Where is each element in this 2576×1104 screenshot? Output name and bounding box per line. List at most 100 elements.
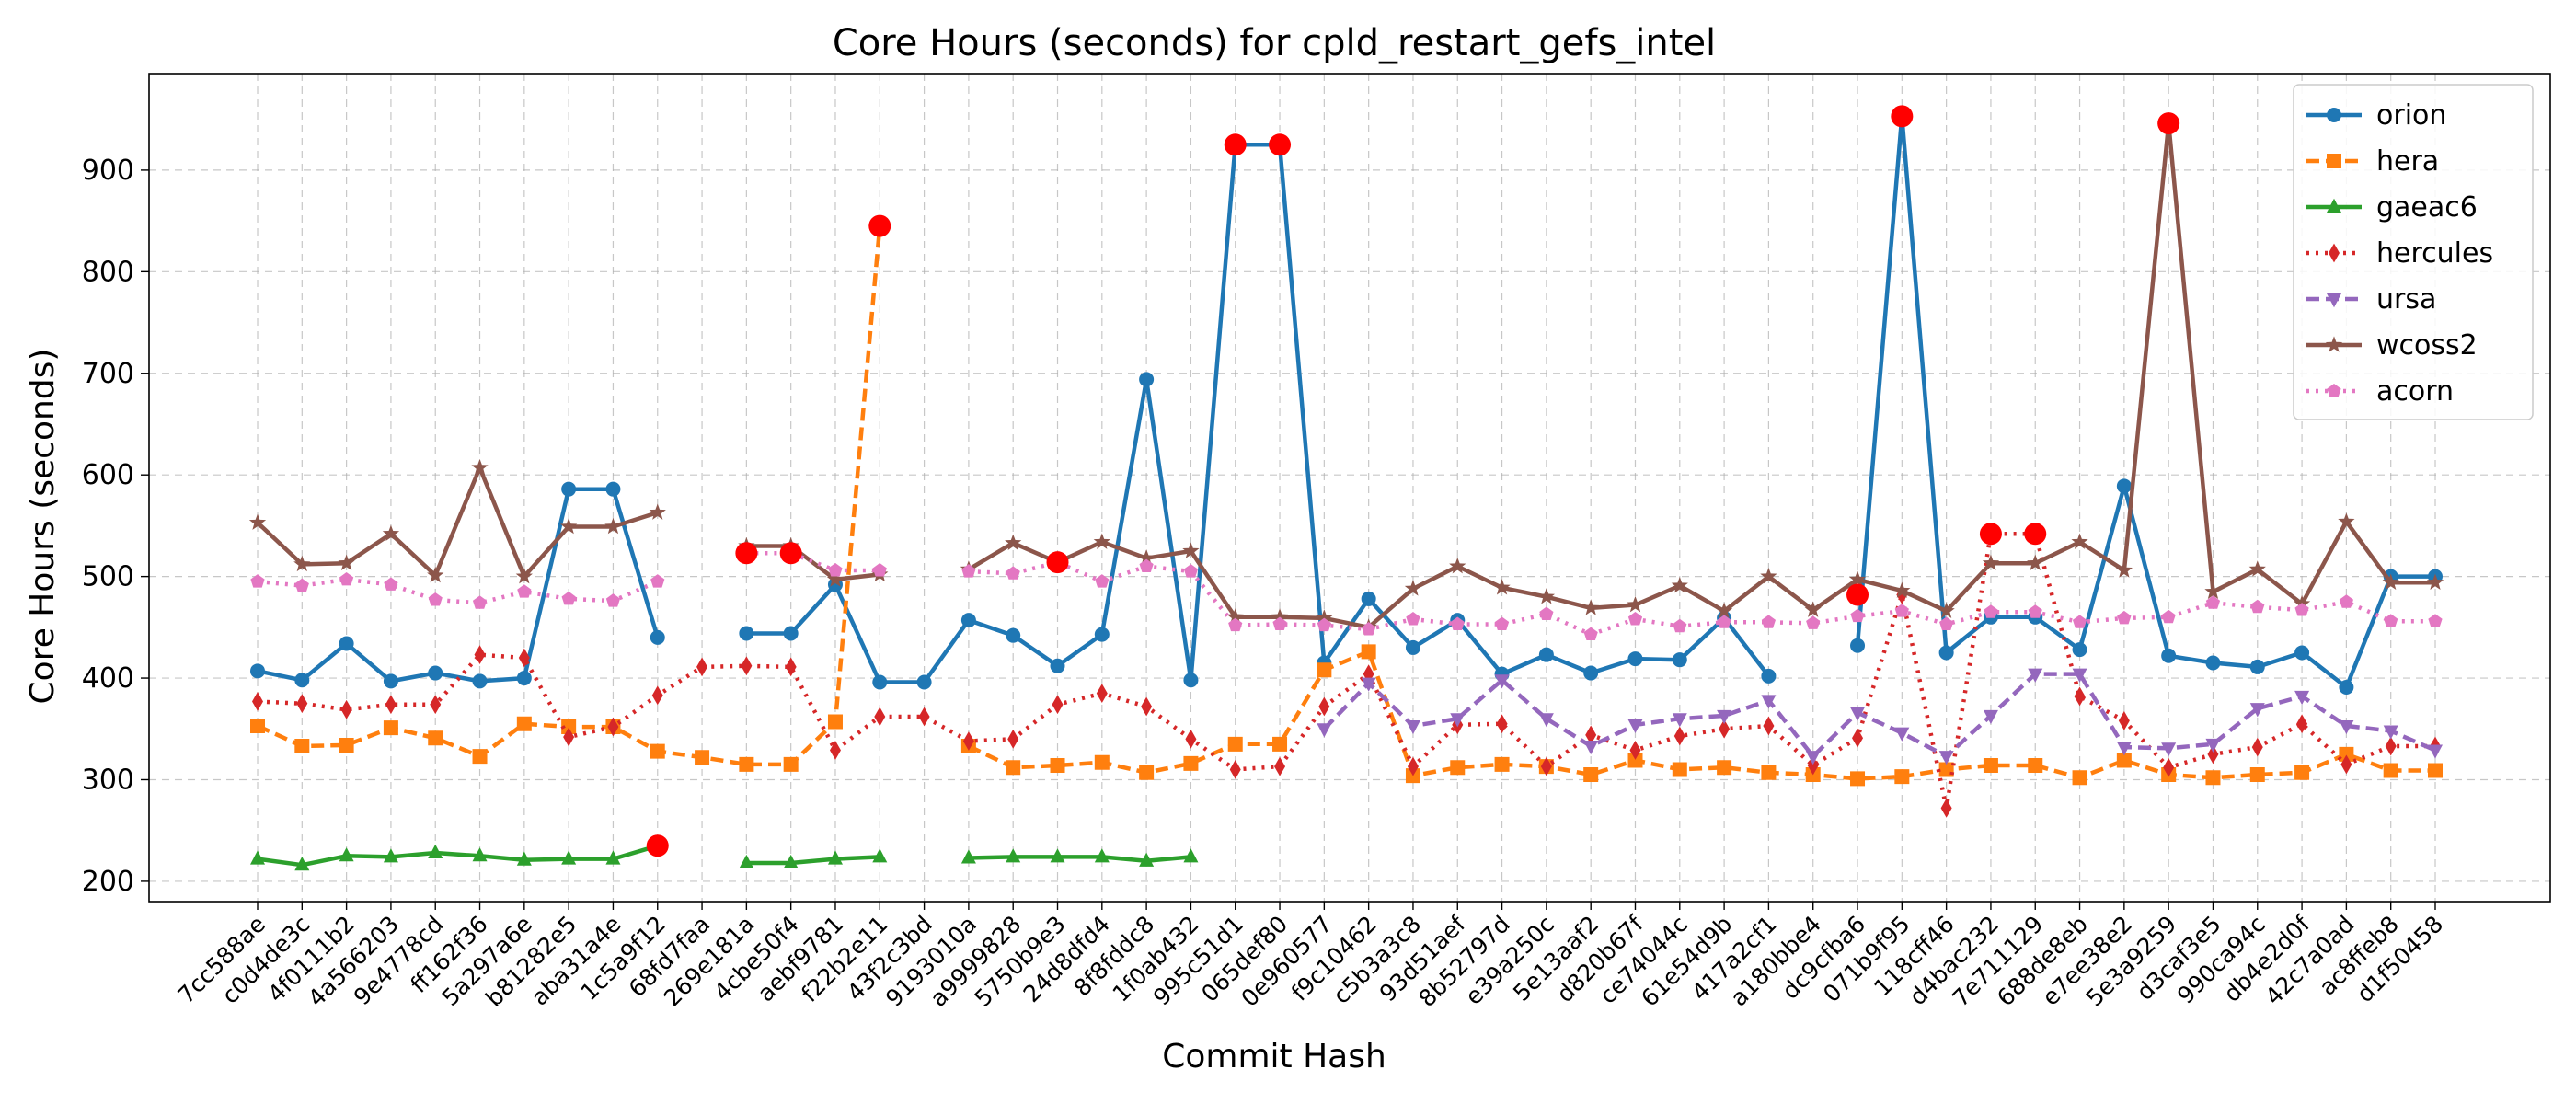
data-point-hercules (1585, 725, 1597, 745)
data-point-orion (1850, 638, 1866, 653)
data-point-wcoss2 (1938, 602, 1955, 618)
data-point-wcoss2 (1982, 554, 2000, 571)
data-point-acorn (1850, 608, 1865, 623)
data-point-hera (1183, 755, 1199, 771)
data-point-ursa (1450, 713, 1466, 728)
series-lines (248, 109, 2444, 871)
data-point-acorn (1406, 612, 1420, 626)
data-point-hera (2116, 753, 2132, 768)
data-point-orion (1050, 658, 1065, 673)
highlight-point (735, 542, 758, 565)
data-point-hera (383, 720, 398, 736)
data-point-ursa (1672, 713, 1687, 728)
data-point-hercules (2118, 711, 2130, 730)
data-point-hercules (741, 656, 753, 676)
data-point-ursa (2161, 742, 2177, 757)
data-point-hera (827, 714, 843, 730)
data-point-acorn (1806, 615, 1821, 629)
series-line-orion (1855, 114, 2435, 690)
data-point-hera (695, 750, 710, 765)
data-point-acorn (605, 593, 621, 607)
data-point-hercules (962, 731, 974, 751)
data-point-hercules (385, 695, 397, 715)
data-point-orion (1672, 652, 1687, 668)
data-point-acorn (2250, 599, 2265, 614)
chart-title: Core Hours (seconds) for cpld_restart_ge… (833, 22, 1716, 64)
data-point-acorn (1272, 616, 1287, 630)
data-point-wcoss2 (2426, 573, 2444, 591)
data-point-gaeac6 (739, 854, 754, 869)
data-point-ursa (2116, 742, 2132, 756)
data-point-orion (2249, 659, 2265, 674)
data-point-ursa (1538, 713, 1554, 728)
data-point-hera (1050, 758, 1065, 774)
data-point-hera (339, 737, 354, 753)
data-point-acorn (650, 574, 665, 588)
data-point-hercules (2074, 686, 2086, 707)
data-point-hercules (563, 727, 575, 747)
data-point-orion (472, 673, 488, 689)
data-point-orion (1405, 639, 1420, 655)
legend-item-gaeac6: gaeac6 (2306, 191, 2478, 224)
data-point-acorn (1627, 612, 1643, 626)
data-point-gaeac6 (428, 844, 443, 858)
series-line-gaeac6 (257, 844, 659, 868)
data-point-hera (1761, 765, 1777, 780)
data-point-acorn (2339, 594, 2353, 608)
data-point-hercules (696, 657, 708, 677)
data-point-wcoss2 (1493, 579, 1511, 595)
data-point-orion (2161, 648, 2177, 663)
data-point-hercules (1496, 714, 1508, 734)
data-point-hercules (1763, 716, 1775, 736)
data-point-gaeac6 (561, 850, 577, 865)
data-point-hera (739, 756, 754, 772)
data-point-hercules (252, 692, 263, 711)
data-point-hera (2072, 770, 2087, 786)
data-point-hercules (1540, 756, 1552, 776)
legend-label: gaeac6 (2376, 191, 2478, 224)
data-point-wcoss2 (1404, 580, 1422, 596)
series-acorn (250, 546, 2443, 641)
data-point-orion (428, 665, 443, 681)
data-point-orion (1006, 627, 1021, 643)
data-point-hera (1627, 753, 1643, 768)
data-point-orion (1583, 665, 1599, 681)
data-point-hercules (296, 694, 308, 714)
data-point-ursa (2428, 744, 2443, 759)
data-point-orion (2339, 679, 2354, 695)
data-point-hercules (1673, 726, 1685, 746)
data-point-hera (2205, 770, 2221, 786)
data-point-acorn (961, 564, 976, 578)
series-ursa (1317, 668, 2443, 765)
data-point-wcoss2 (1893, 581, 1911, 598)
data-point-hera (2339, 746, 2354, 762)
legend-item-orion: orion (2306, 99, 2446, 132)
data-point-wcoss2 (560, 517, 578, 535)
data-point-acorn (561, 591, 576, 605)
series-gaeac6 (250, 837, 1199, 871)
data-point-gaeac6 (960, 849, 976, 864)
data-point-ursa (1894, 727, 1910, 742)
legend-box (2293, 84, 2534, 420)
data-point-acorn (1450, 616, 1465, 630)
highlight-point (1846, 583, 1869, 606)
series-line-hercules (257, 531, 2435, 811)
data-point-hercules (518, 648, 530, 668)
data-point-wcoss2 (2338, 512, 2355, 529)
data-point-wcoss2 (1627, 595, 1644, 613)
data-point-hercules (1229, 760, 1241, 779)
series-line-gaeac6 (746, 855, 880, 866)
data-point-hercules (1807, 755, 1819, 776)
data-point-acorn (1139, 558, 1154, 573)
data-point-hera (1227, 736, 1243, 752)
series-line-wcoss2 (967, 121, 2435, 630)
data-point-acorn (2028, 604, 2042, 618)
highlight-points (646, 105, 2180, 857)
data-point-acorn (1228, 617, 1243, 632)
data-point-acorn (294, 578, 309, 592)
legend-marker (2327, 293, 2341, 308)
data-point-hera (516, 716, 532, 731)
data-point-hercules (1007, 729, 1019, 749)
data-point-ursa (1761, 695, 1777, 709)
data-point-gaeac6 (783, 854, 799, 869)
